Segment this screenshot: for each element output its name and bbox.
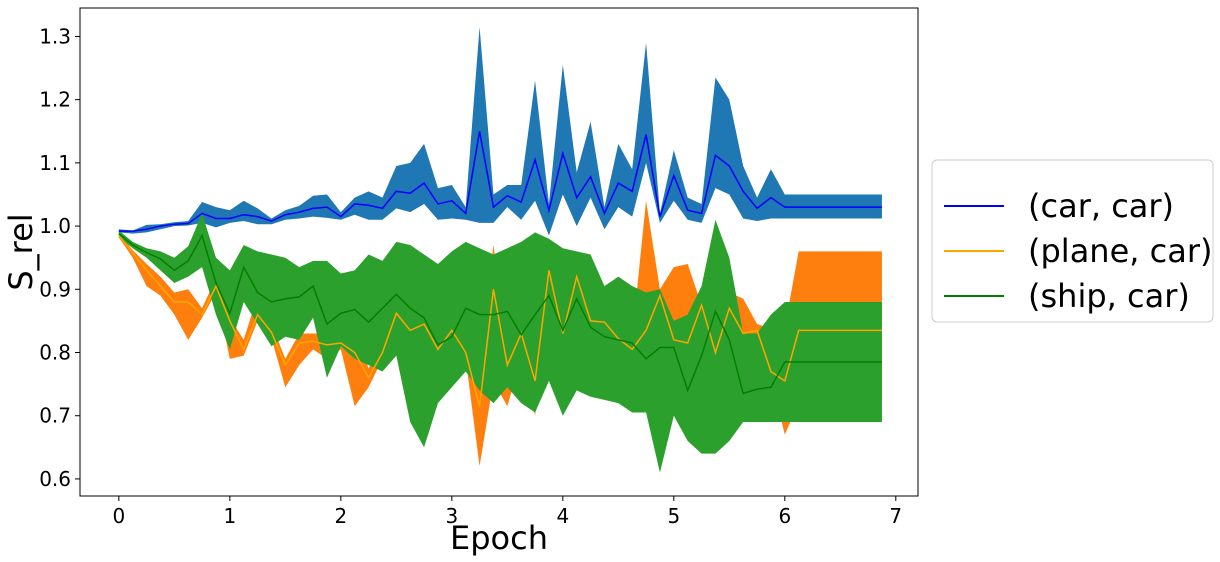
y-axis-label: S_rel [2, 213, 40, 290]
x-tick-label: 1 [223, 504, 236, 528]
y-tick-label: 1.1 [39, 151, 71, 175]
x-axis-ticks: 0 1 2 3 4 5 6 7 [112, 496, 902, 528]
band-car-car [118, 26, 882, 236]
confidence-bands [118, 26, 882, 473]
legend-label-car-car: (car, car) [1028, 187, 1174, 225]
y-axis-ticks: 0.6 0.7 0.8 0.9 1.0 1.1 1.2 1.3 [39, 24, 80, 491]
y-tick-label: 0.9 [39, 277, 71, 301]
y-tick-label: 1.3 [39, 24, 71, 48]
band-ship-car [118, 213, 882, 473]
x-tick-label: 0 [112, 504, 125, 528]
legend: (car, car) (plane, car) (ship, car) [931, 159, 1214, 323]
y-tick-label: 1.2 [39, 88, 71, 112]
y-tick-label: 0.8 [39, 341, 71, 365]
x-tick-label: 5 [667, 504, 680, 528]
x-tick-label: 7 [889, 504, 902, 528]
x-axis-label: Epoch [450, 519, 548, 557]
line-plane-car [118, 235, 882, 407]
x-tick-label: 2 [334, 504, 347, 528]
plot-frame [79, 7, 919, 497]
legend-label-plane-car: (plane, car) [1028, 232, 1212, 270]
mean-lines [118, 131, 882, 407]
legend-label-ship-car: (ship, car) [1028, 277, 1190, 315]
x-tick-label: 6 [778, 504, 791, 528]
y-tick-label: 0.6 [39, 467, 71, 491]
line-car-car [118, 131, 882, 232]
y-tick-label: 0.7 [39, 404, 71, 428]
legend-box [931, 159, 1214, 323]
line-ship-car [118, 233, 882, 395]
y-tick-label: 1.0 [39, 214, 71, 238]
x-tick-label: 3 [445, 504, 458, 528]
x-tick-label: 4 [556, 504, 569, 528]
